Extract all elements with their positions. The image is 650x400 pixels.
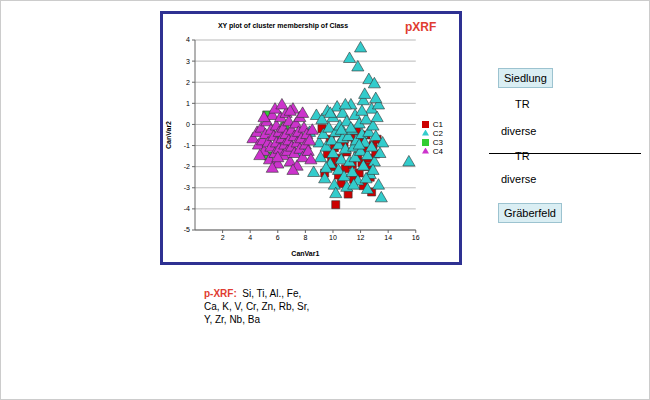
html-text:C1: C1 bbox=[432, 120, 443, 129]
svg-text:0: 0 bbox=[186, 121, 190, 128]
svg-text:-2: -2 bbox=[184, 163, 190, 170]
svg-text:14: 14 bbox=[384, 234, 392, 241]
html-text:Siedlung: Siedlung bbox=[504, 72, 547, 84]
svg-text:2: 2 bbox=[186, 79, 190, 86]
svg-text:6: 6 bbox=[276, 234, 280, 241]
svg-text:12: 12 bbox=[357, 234, 365, 241]
html-text:p-XRF:: p-XRF: bbox=[204, 288, 237, 299]
svg-text:-1: -1 bbox=[184, 142, 190, 149]
svg-text:3: 3 bbox=[186, 58, 190, 65]
svg-text:4: 4 bbox=[248, 234, 252, 241]
html-text:Si, Ti, Al., Fe,: Si, Ti, Al., Fe, bbox=[242, 288, 302, 299]
svg-text:-3: -3 bbox=[184, 184, 190, 191]
svg-text:10: 10 bbox=[329, 234, 337, 241]
svg-text:CanVar1: CanVar1 bbox=[291, 250, 319, 257]
svg-text:1: 1 bbox=[186, 100, 190, 107]
svg-text:16: 16 bbox=[412, 234, 420, 241]
html-text:C4: C4 bbox=[432, 147, 443, 156]
html-text:Y, Zr, Nb, Ba: Y, Zr, Nb, Ba bbox=[204, 314, 260, 325]
html-text:pXRF: pXRF bbox=[405, 20, 437, 34]
html-text:XY plot of cluster membership: XY plot of cluster membership of Class bbox=[217, 22, 349, 29]
html-text:TR: TR bbox=[515, 98, 530, 110]
html-text:C3: C3 bbox=[432, 138, 443, 147]
html-text:diverse: diverse bbox=[501, 125, 537, 137]
svg-text:4: 4 bbox=[186, 36, 190, 43]
html-text:C2: C2 bbox=[432, 129, 443, 138]
html-text:diverse: diverse bbox=[501, 173, 537, 185]
svg-text:-4: -4 bbox=[184, 205, 190, 212]
svg-text:-5: -5 bbox=[184, 226, 190, 233]
svg-text:8: 8 bbox=[303, 234, 307, 241]
html-text:Ca, K, V, Cr, Zn, Rb, Sr,: Ca, K, V, Cr, Zn, Rb, Sr, bbox=[204, 301, 310, 312]
html-text:TR: TR bbox=[515, 150, 530, 162]
html-text:Gräberfeld: Gräberfeld bbox=[504, 207, 556, 219]
svg-text:2: 2 bbox=[221, 234, 225, 241]
svg-text:CanVar2: CanVar2 bbox=[165, 121, 172, 149]
